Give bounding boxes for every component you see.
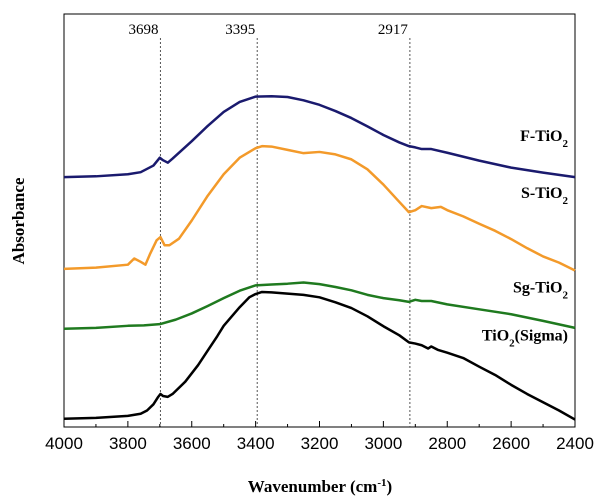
series-label-S-TiO2: S-TiO2	[521, 185, 569, 207]
series-label-F-TiO2: F-TiO2	[520, 128, 568, 150]
x-tick-label-2800: 2800	[428, 434, 466, 453]
series-label-Sg-TiO2: Sg-TiO2	[513, 279, 569, 301]
series-line-Sg-TiO2	[63, 281, 576, 330]
x-tick-label-3400: 3400	[237, 434, 275, 453]
series-line-F-TiO2	[63, 94, 576, 179]
x-tick-label-4000: 4000	[45, 434, 83, 453]
x-tick-label-3600: 3600	[173, 434, 211, 453]
series-label-TiO2(Sigma): TiO2(Sigma)	[482, 328, 568, 350]
y-axis-label: Absorbance	[9, 177, 28, 264]
series-line-TiO2(Sigma)	[63, 290, 576, 421]
x-tick-label-3000: 3000	[364, 434, 402, 453]
x-tick-label-3800: 3800	[109, 434, 147, 453]
x-tick-label-3200: 3200	[301, 434, 339, 453]
x-tick-label-2400: 2400	[556, 434, 594, 453]
x-tick-label-2600: 2600	[492, 434, 530, 453]
annotation-label-2917: 2917	[378, 22, 409, 38]
plot-frame	[63, 13, 576, 428]
annotation-label-3395: 3395	[225, 22, 255, 38]
x-axis-label: Wavenumber (cm-1)	[248, 477, 392, 496]
x-axis-label-sup: -1	[377, 477, 386, 489]
annotation-label-3698: 3698	[128, 22, 158, 38]
series-line-S-TiO2	[63, 144, 576, 272]
